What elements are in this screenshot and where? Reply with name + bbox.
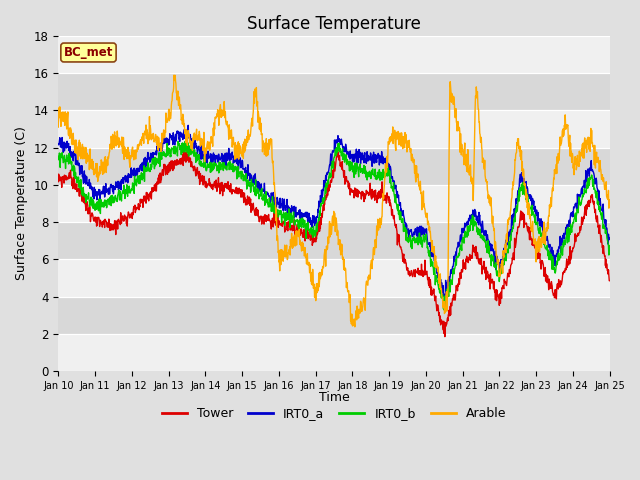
Tower	[541, 270, 548, 276]
Bar	[58, 148, 610, 185]
IRT0_b	[182, 137, 190, 143]
Arable	[541, 231, 548, 237]
Tower	[164, 171, 172, 177]
Arable	[606, 199, 614, 205]
Line: Tower: Tower	[58, 151, 610, 336]
Legend: Tower, IRT0_a, IRT0_b, Arable: Tower, IRT0_a, IRT0_b, Arable	[157, 402, 511, 425]
Arable	[164, 119, 172, 125]
IRT0_a	[440, 293, 448, 299]
Tower	[239, 194, 247, 200]
Bar	[58, 73, 610, 110]
IRT0_b	[442, 309, 449, 314]
Text: BC_met: BC_met	[64, 46, 113, 59]
IRT0_a	[177, 131, 185, 136]
IRT0_a	[184, 122, 192, 128]
Tower	[420, 272, 428, 277]
IRT0_a	[541, 229, 548, 235]
Bar	[58, 110, 610, 148]
X-axis label: Time: Time	[319, 391, 349, 404]
Bar	[58, 259, 610, 297]
Tower	[185, 148, 193, 154]
Tower	[441, 334, 449, 339]
IRT0_a	[164, 139, 172, 144]
IRT0_a	[420, 231, 428, 237]
Bar	[58, 297, 610, 334]
IRT0_a	[54, 142, 62, 147]
Arable	[420, 201, 428, 207]
IRT0_b	[177, 143, 185, 148]
Tower	[492, 287, 500, 293]
Arable	[177, 117, 185, 123]
Line: Arable: Arable	[58, 75, 610, 327]
IRT0_b	[492, 267, 500, 273]
IRT0_b	[541, 244, 548, 250]
Arable	[170, 72, 178, 78]
IRT0_b	[239, 171, 247, 177]
Arable	[492, 252, 500, 258]
Tower	[606, 278, 614, 284]
Line: IRT0_b: IRT0_b	[58, 140, 610, 312]
Y-axis label: Surface Temperature (C): Surface Temperature (C)	[15, 127, 28, 280]
Line: IRT0_a: IRT0_a	[58, 125, 610, 296]
Tower	[54, 179, 62, 184]
Arable	[351, 324, 358, 330]
Bar	[58, 185, 610, 222]
Arable	[239, 142, 247, 147]
IRT0_a	[239, 166, 247, 172]
IRT0_b	[54, 157, 62, 163]
IRT0_b	[420, 234, 428, 240]
Tower	[177, 161, 185, 167]
IRT0_b	[164, 151, 172, 157]
IRT0_a	[492, 267, 500, 273]
Bar	[58, 334, 610, 371]
IRT0_a	[606, 235, 614, 240]
Title: Surface Temperature: Surface Temperature	[247, 15, 421, 33]
Bar	[58, 36, 610, 73]
Bar	[58, 222, 610, 259]
IRT0_b	[606, 243, 614, 249]
Arable	[54, 124, 62, 130]
